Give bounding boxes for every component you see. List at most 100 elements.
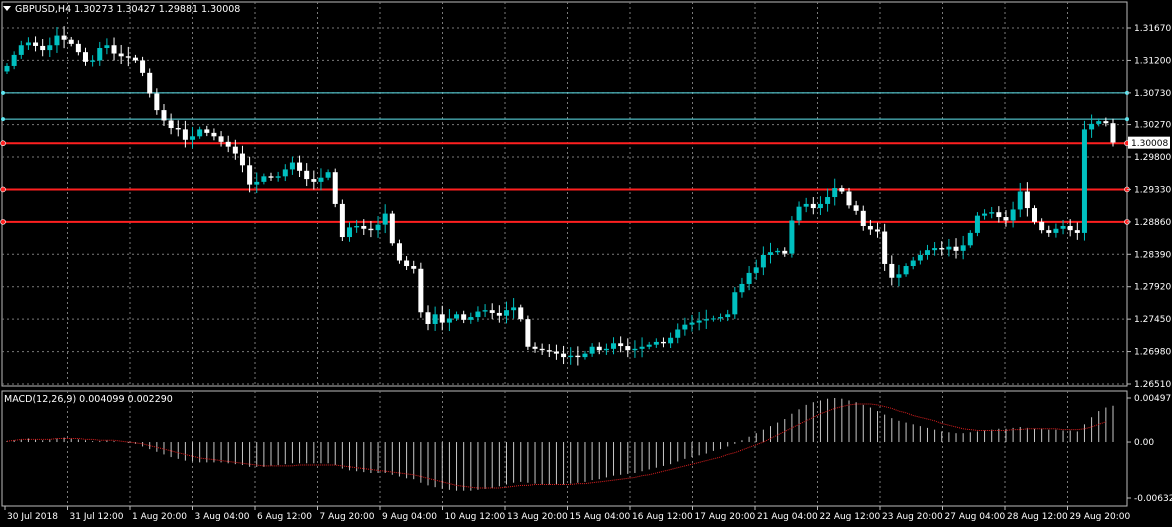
candle-body [404, 260, 410, 267]
candle-body [1103, 121, 1109, 124]
candle-body [860, 210, 866, 227]
candle-body [1039, 221, 1045, 231]
candle-body [268, 176, 274, 178]
x-tick-label: 28 Aug 12:00 [1007, 512, 1068, 522]
candle-body [182, 129, 188, 140]
candle-body [796, 206, 802, 221]
x-tick-label: 30 Jul 2018 [7, 512, 58, 522]
candle-body [432, 314, 438, 324]
candle-body [304, 170, 310, 180]
candle-body [90, 60, 96, 62]
candle-body [18, 45, 24, 55]
candle-body [54, 35, 60, 46]
candle-body [461, 314, 467, 320]
candle-body [675, 329, 681, 338]
candle-body [211, 132, 217, 137]
candle-body [68, 39, 74, 44]
candle-body [225, 141, 231, 147]
candle-body [33, 42, 39, 46]
collapse-arrow-icon[interactable] [3, 6, 11, 11]
candle-body [418, 268, 424, 313]
chart-grid [1, 1, 1128, 507]
candle-body [668, 337, 674, 344]
candle-body [603, 348, 609, 351]
y-tick-label: 1.30730 [1134, 89, 1171, 99]
y-tick-label: 1.26980 [1134, 348, 1171, 358]
candle-body [318, 177, 324, 182]
candle-body [475, 311, 481, 318]
x-tick-label: 31 Jul 12:00 [70, 512, 124, 522]
candle-body [261, 176, 267, 182]
candle-body [953, 246, 959, 251]
y-tick-label: 1.28860 [1134, 218, 1171, 228]
candle-body [718, 317, 724, 319]
candle-body [446, 318, 452, 323]
candle-body [996, 212, 1002, 218]
x-tick-label: 7 Aug 20:00 [320, 512, 375, 522]
candle-body [339, 203, 345, 238]
candle-body [61, 35, 67, 40]
candle-body [539, 348, 545, 351]
candle-body [132, 57, 138, 61]
candle-body [853, 205, 859, 211]
candle-body [247, 165, 253, 185]
candle-body [275, 176, 281, 178]
candle-body [1046, 230, 1052, 233]
candle-body [846, 191, 852, 206]
y-tick-label: 1.31670 [1134, 24, 1171, 34]
candle-body [1089, 123, 1095, 130]
candle-body [553, 351, 559, 354]
candle-body [889, 263, 895, 278]
level-anchor-handle [0, 219, 6, 225]
candle-body [832, 188, 838, 198]
x-tick-label: 15 Aug 04:00 [570, 512, 631, 522]
candle-body [147, 72, 153, 94]
candle-body [782, 250, 788, 254]
candle-body [639, 346, 645, 349]
candle-body [204, 129, 210, 133]
x-tick-label: 10 Aug 12:00 [445, 512, 506, 522]
symbol-ohlc-label: GBPUSD,H4 1.30273 1.30427 1.29881 1.3000… [15, 4, 240, 15]
candle-body [561, 353, 567, 358]
candle-body [625, 346, 631, 351]
candle-body [967, 232, 973, 246]
candle-body [760, 254, 766, 268]
candle-body [425, 312, 431, 324]
candle-body [325, 172, 331, 178]
candle-body [518, 307, 524, 320]
candle-body [347, 227, 353, 238]
candle-body [332, 172, 338, 204]
candle-body [775, 250, 781, 253]
candle-body [289, 162, 295, 170]
x-tick-label: 6 Aug 12:00 [257, 512, 312, 522]
x-tick-label: 17 Aug 20:00 [695, 512, 756, 522]
candle-body [725, 314, 731, 318]
candle-body [803, 203, 809, 207]
candle-body [396, 243, 402, 261]
candle-body [924, 250, 930, 255]
candle-body [411, 266, 417, 269]
candle-body [582, 353, 588, 358]
candle-body [810, 203, 816, 209]
macd-tick-label: 0.00 [1134, 438, 1154, 448]
x-tick-label: 13 Aug 20:00 [507, 512, 568, 522]
candle-body [960, 245, 966, 251]
level-anchor-handle [1, 117, 5, 122]
candle-body [1003, 217, 1009, 221]
candle-body [525, 319, 531, 347]
candle-body [190, 136, 196, 140]
x-tick-label: 23 Aug 20:00 [882, 512, 943, 522]
candle-body [568, 355, 574, 358]
x-tick-label: 3 Aug 04:00 [195, 512, 250, 522]
candle-body [97, 48, 103, 61]
candle-body [789, 220, 795, 254]
price-pane-frame [1, 1, 1128, 387]
candle-body [1010, 209, 1016, 221]
horizontal-lines[interactable] [0, 90, 1130, 225]
candle-body [511, 307, 517, 311]
candle-body [767, 252, 773, 255]
current-price-box [1128, 136, 1170, 149]
candle-body [140, 60, 146, 73]
candle-body [917, 254, 923, 261]
